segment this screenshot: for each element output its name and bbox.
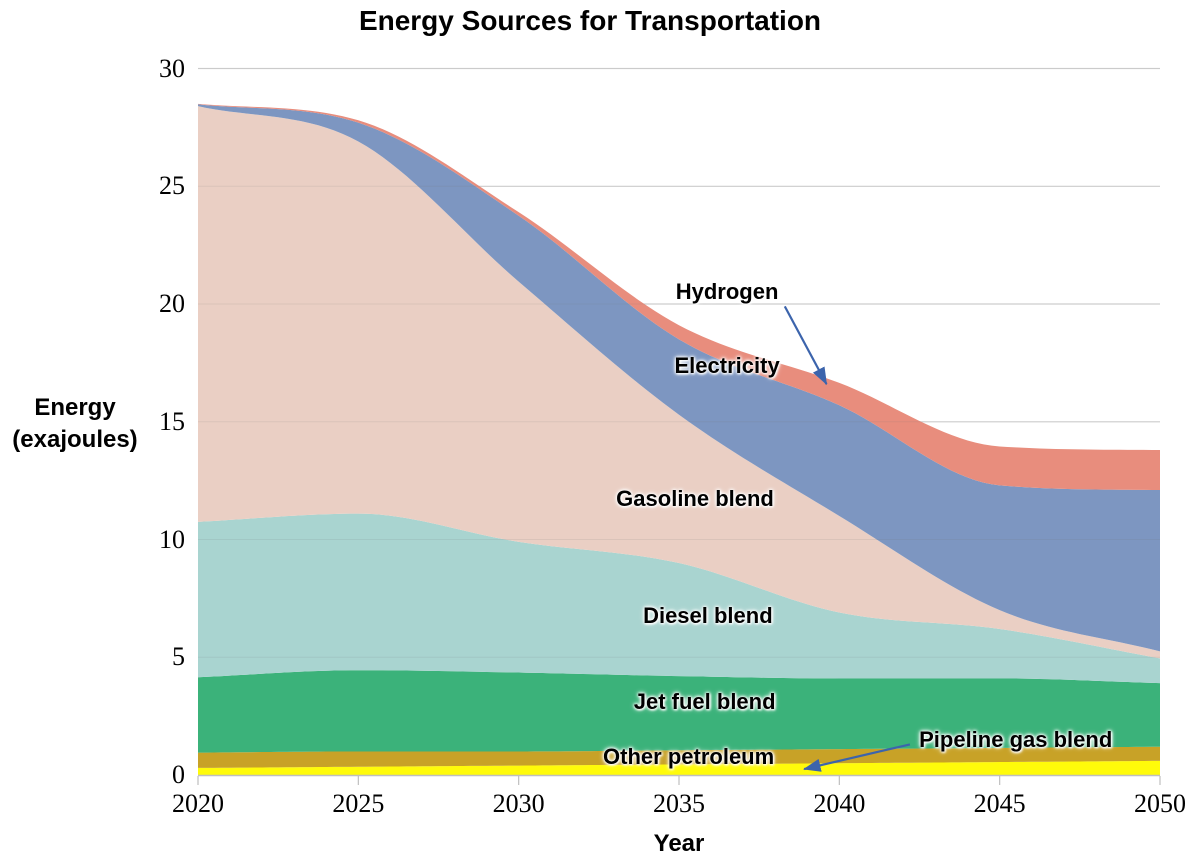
- area-diesel-blend: [198, 513, 1160, 684]
- y-tick-label-10: 10: [159, 524, 185, 554]
- y-axis-title-line1: Energy: [34, 394, 116, 421]
- x-tick-label-2035: 2035: [653, 789, 705, 818]
- label-electricity: Electricity: [674, 353, 780, 379]
- label-diesel-blend: Diesel blend: [643, 603, 773, 629]
- y-axis-title-line2: (exajoules): [12, 426, 138, 453]
- area-jet-fuel-blend: [198, 670, 1160, 753]
- x-tick-label-2030: 2030: [492, 789, 545, 818]
- area-other-petroleum: [198, 746, 1160, 768]
- label-pipeline-gas-blend: Pipeline gas blend: [919, 726, 1113, 752]
- x-tick-label-2040: 2040: [813, 789, 866, 818]
- y-tick-label-15: 15: [159, 406, 185, 436]
- chart-title: Energy Sources for Transportation: [358, 5, 822, 36]
- label-other-petroleum: Other petroleum: [603, 743, 775, 769]
- area-hydrogen: [198, 103, 1160, 491]
- area-electricity: [198, 104, 1160, 652]
- y-tick-label-0: 0: [172, 760, 185, 789]
- area-gasoline-blend: [198, 106, 1160, 659]
- y-tick-label-5: 5: [172, 642, 185, 672]
- y-tick-label-30: 30: [159, 53, 185, 83]
- label-gasoline-blend: Gasoline blend: [616, 486, 774, 512]
- x-tick-label-2050: 2050: [1134, 789, 1186, 818]
- x-tick-label-2025: 2025: [332, 789, 385, 818]
- y-axis-title: Energy (exajoules): [0, 392, 150, 456]
- x-tick-label-2020: 2020: [172, 789, 224, 818]
- y-tick-label-20: 20: [159, 289, 185, 318]
- x-tick-label-2045: 2045: [973, 789, 1026, 818]
- annotation-arrow-hydrogen: [783, 305, 828, 386]
- y-tick-label-25: 25: [159, 171, 185, 201]
- label-hydrogen: Hydrogen: [675, 279, 779, 305]
- annotation-arrow-pipeline-gas-blend: [803, 743, 911, 772]
- area-pipeline-gas-blend: [198, 760, 1160, 775]
- x-axis-title: Year: [653, 830, 705, 857]
- label-jet-fuel-blend: Jet fuel blend: [633, 688, 776, 714]
